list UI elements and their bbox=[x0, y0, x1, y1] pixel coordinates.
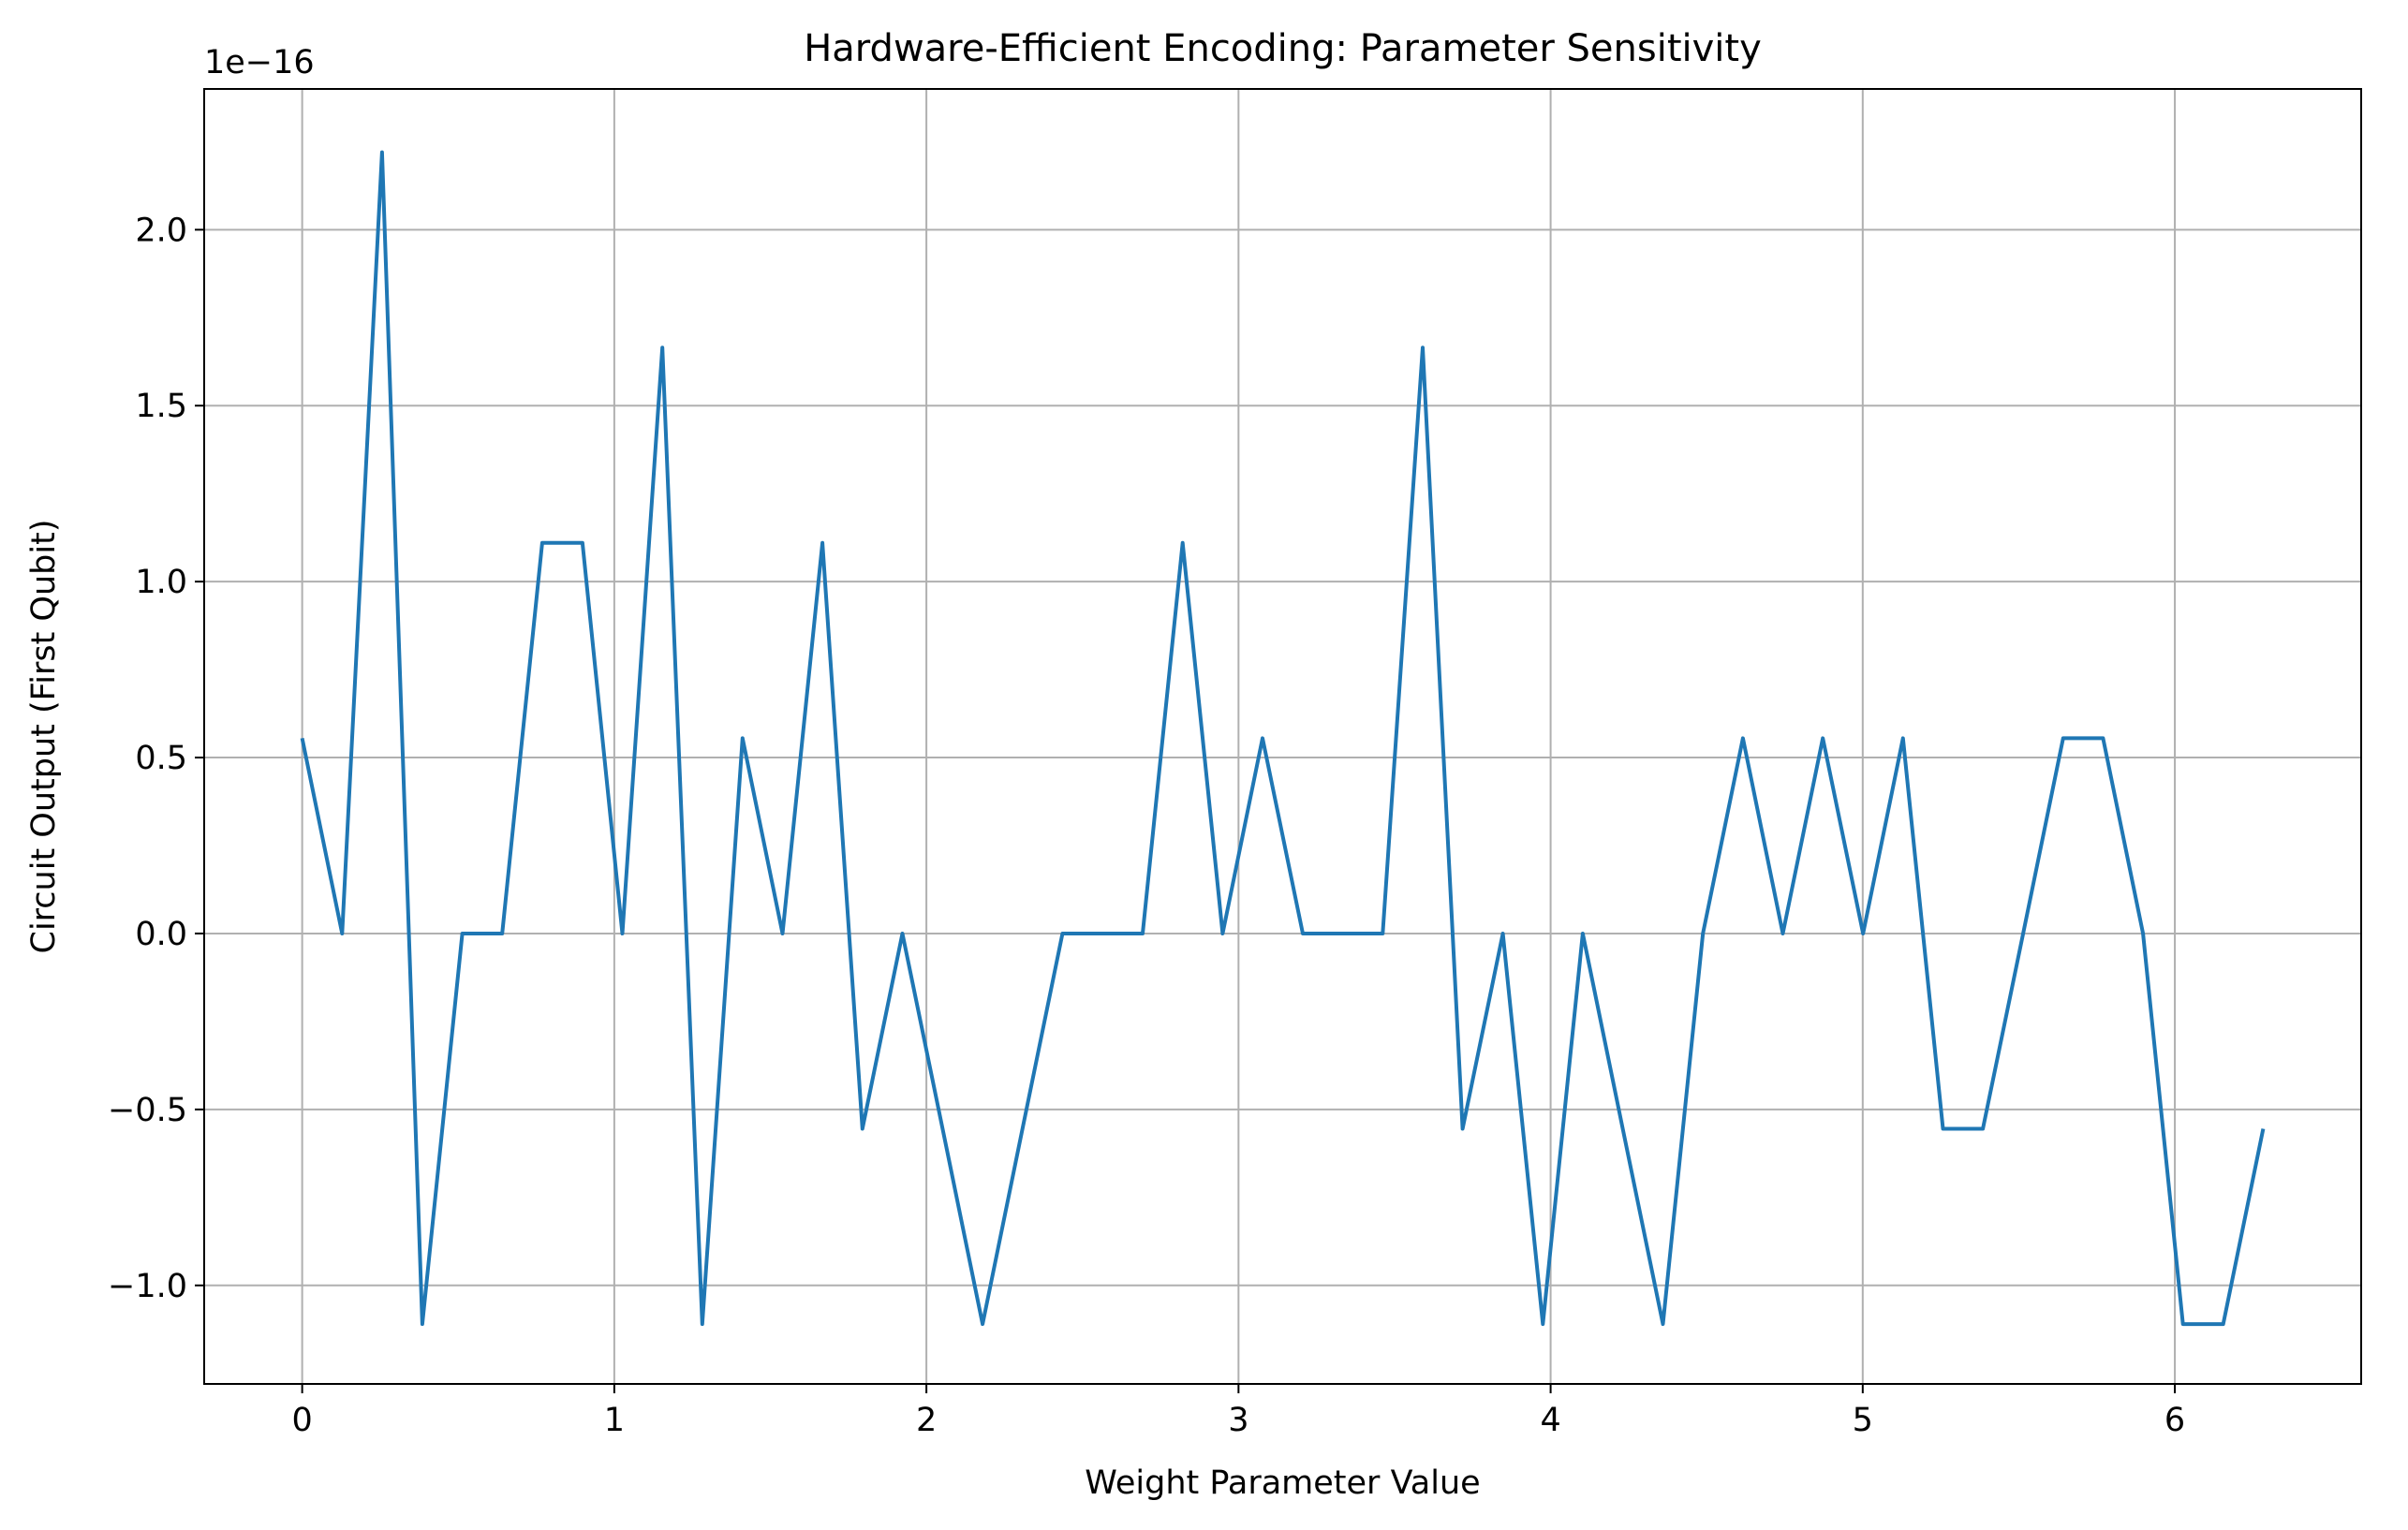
x-tick-label: 1 bbox=[604, 1402, 625, 1439]
y-tick-label: −0.5 bbox=[108, 1092, 187, 1129]
series-line bbox=[300, 150, 2266, 1327]
y-tick-label: 0.0 bbox=[135, 916, 187, 953]
x-axis-label: Weight Parameter Value bbox=[1085, 1464, 1480, 1502]
y-tick-label: 0.5 bbox=[135, 740, 187, 777]
x-tick-label: 3 bbox=[1228, 1402, 1248, 1439]
y-axis-label: Circuit Output (First Qubit) bbox=[25, 520, 63, 954]
x-tick-label: 0 bbox=[291, 1402, 312, 1439]
series-layer bbox=[300, 150, 2266, 1327]
y-tick-label: 1.0 bbox=[135, 564, 187, 601]
y-tick-label: 2.0 bbox=[135, 212, 187, 249]
x-tick-label: 6 bbox=[2164, 1402, 2185, 1439]
plot-frame bbox=[203, 88, 2362, 1385]
ticks: 0 1 2 3 4 5 6 −1.0 −0.5 0.0 0.5 1.0 1.5 2.0 bbox=[108, 212, 2185, 1439]
y-offset-label: 1e−16 bbox=[204, 44, 315, 81]
y-tick-label: 1.5 bbox=[135, 388, 187, 425]
x-tick-label: 5 bbox=[1853, 1402, 1873, 1439]
chart-title: Hardware-Efficient Encoding: Parameter S… bbox=[804, 27, 1762, 70]
y-tick-label: −1.0 bbox=[108, 1268, 187, 1305]
grid bbox=[204, 89, 2361, 1384]
x-tick-label: 4 bbox=[1540, 1402, 1560, 1439]
x-tick-label: 2 bbox=[916, 1402, 937, 1439]
